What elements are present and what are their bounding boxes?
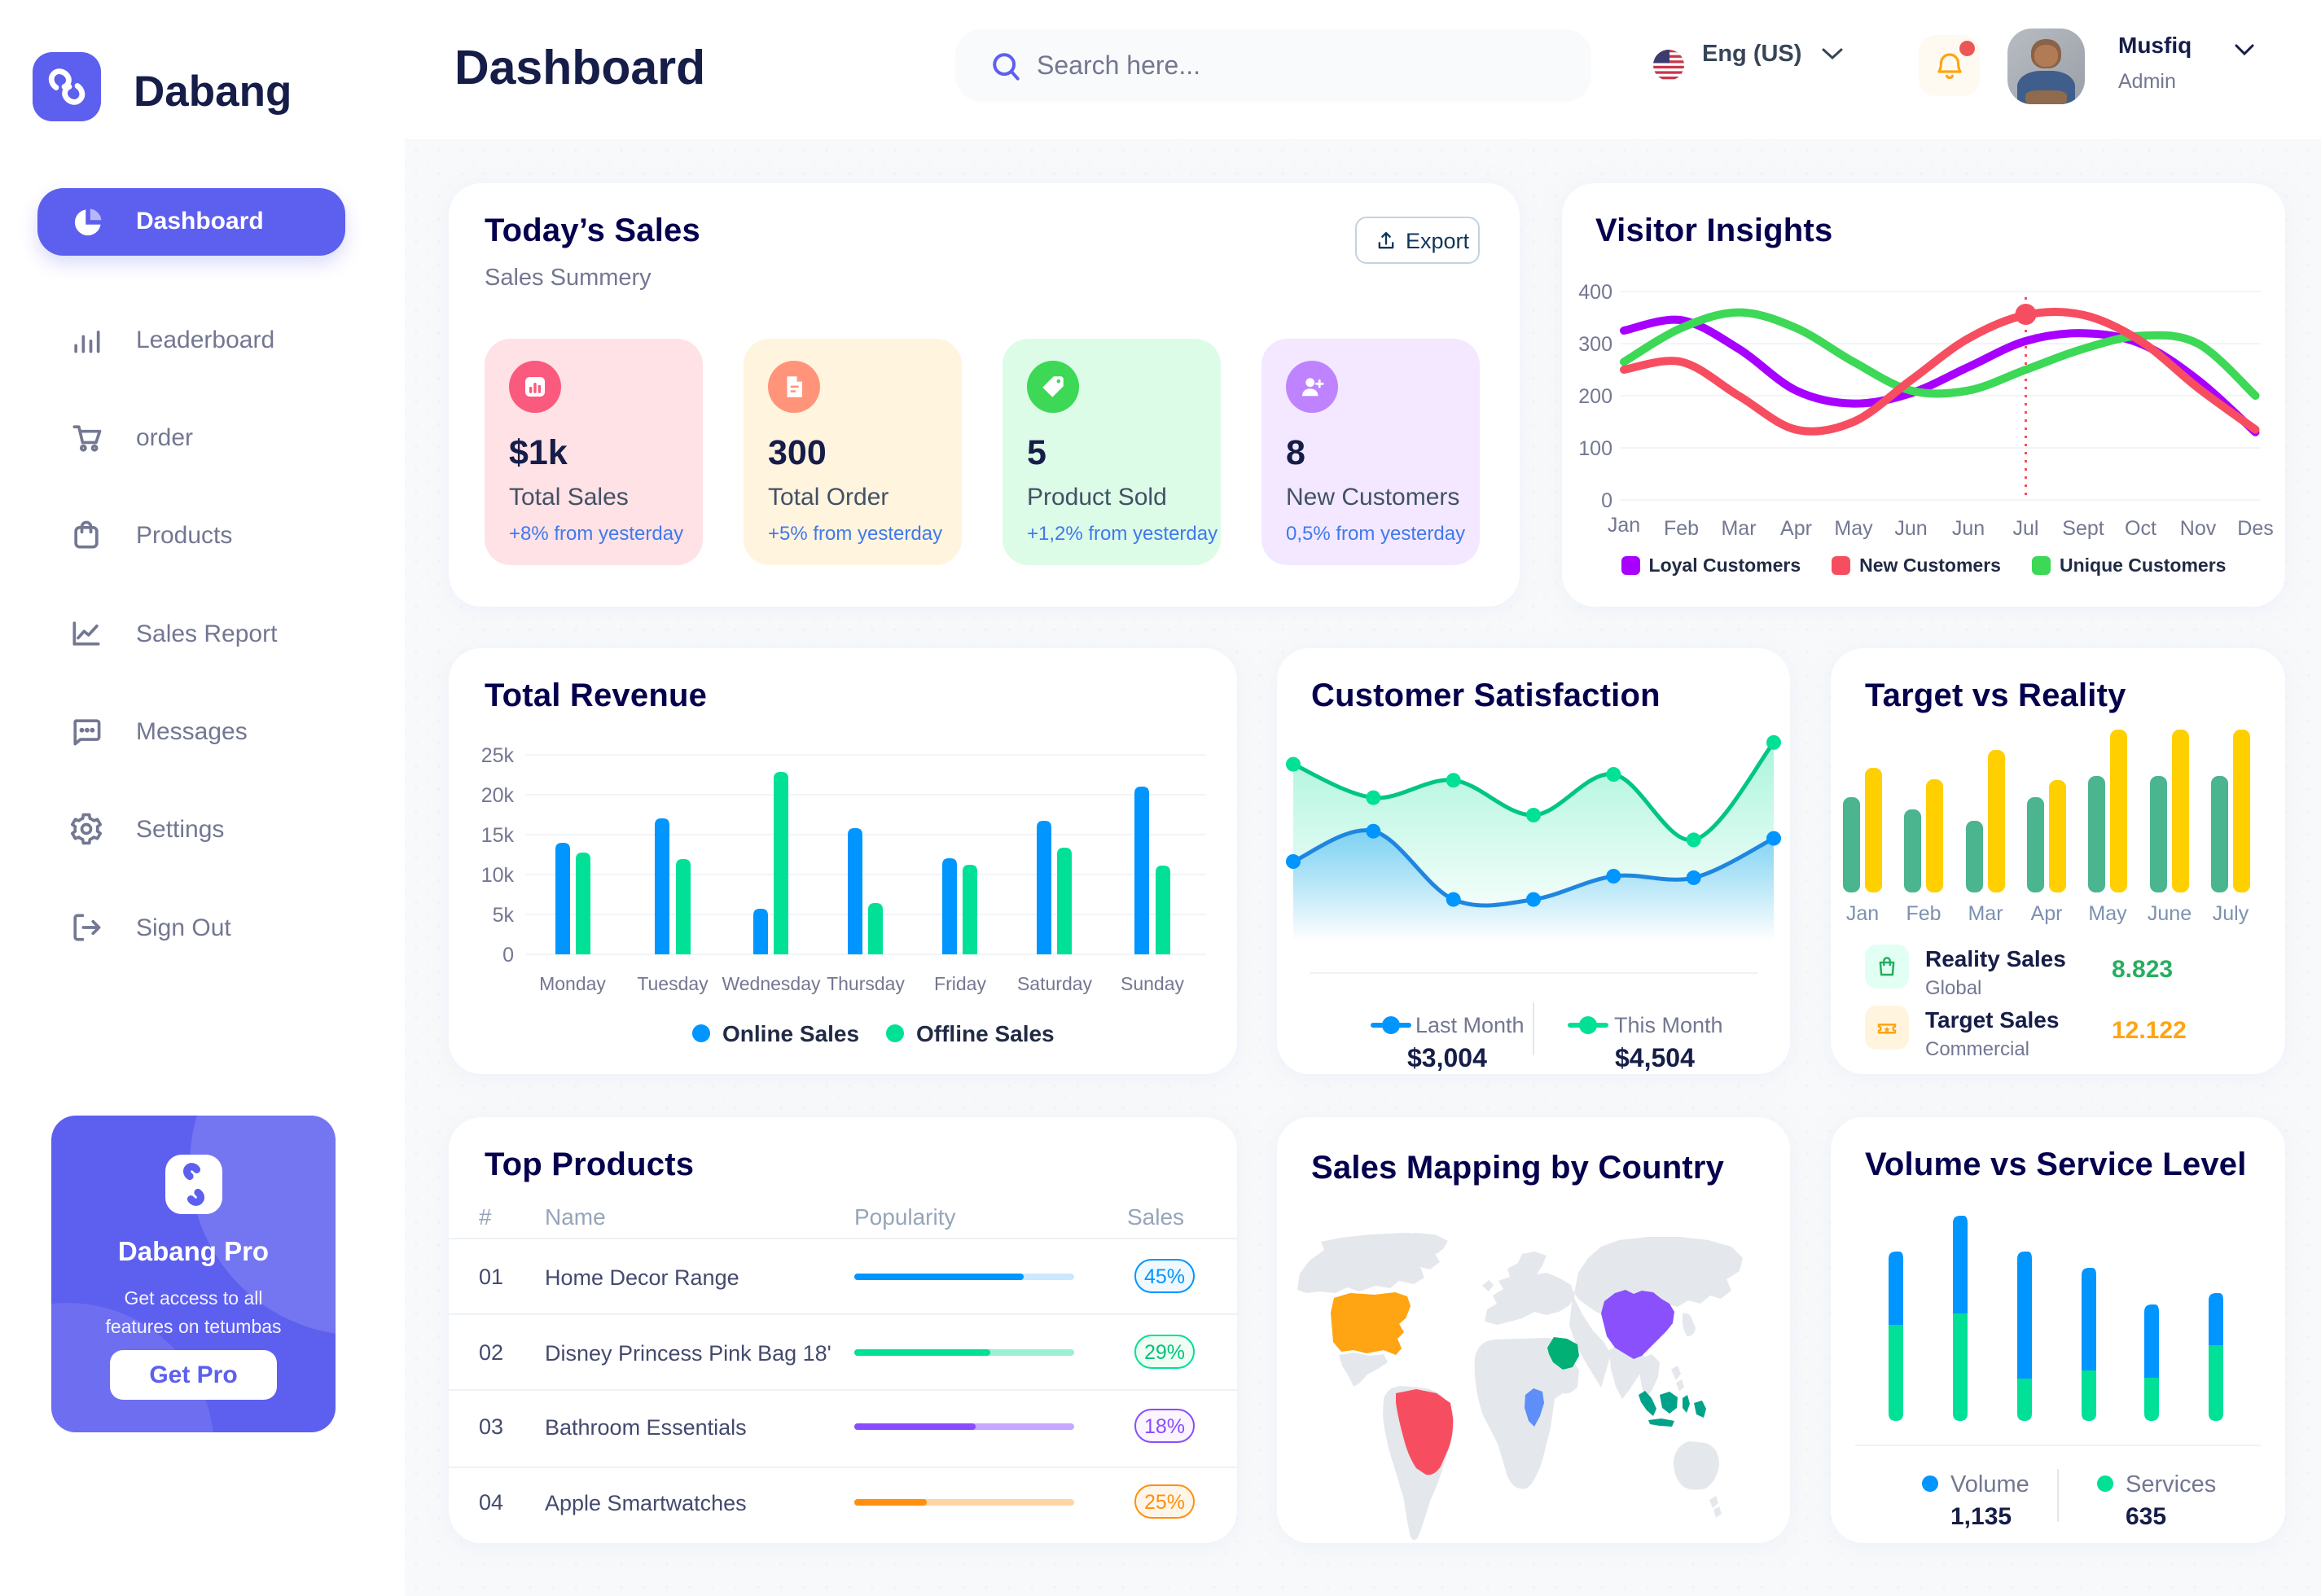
svg-text:Des: Des bbox=[2237, 517, 2273, 540]
svg-text:Services: Services bbox=[2126, 1471, 2216, 1497]
svg-text:May: May bbox=[2088, 902, 2127, 925]
svg-text:$3,004: $3,004 bbox=[1407, 1043, 1487, 1072]
svg-text:25k: 25k bbox=[481, 744, 515, 767]
svg-text:Last Month: Last Month bbox=[1415, 1013, 1525, 1037]
svg-text:20k: 20k bbox=[481, 784, 515, 807]
svg-text:15k: 15k bbox=[481, 824, 515, 847]
svg-text:200: 200 bbox=[1578, 385, 1612, 408]
svg-text:Jan: Jan bbox=[1846, 902, 1879, 925]
svg-text:1,135: 1,135 bbox=[1950, 1503, 2012, 1530]
svg-text:Feb: Feb bbox=[1664, 517, 1699, 540]
svg-text:Jun: Jun bbox=[1894, 517, 1927, 540]
svg-text:June: June bbox=[2148, 902, 2192, 925]
svg-text:Oct: Oct bbox=[2125, 517, 2156, 540]
svg-text:Jul: Jul bbox=[2013, 517, 2039, 540]
svg-text:Jun: Jun bbox=[1952, 517, 1985, 540]
svg-text:This Month: This Month bbox=[1614, 1013, 1723, 1037]
svg-text:300: 300 bbox=[1578, 333, 1612, 356]
svg-text:Nov: Nov bbox=[2180, 517, 2217, 540]
svg-text:0: 0 bbox=[502, 944, 514, 967]
svg-text:Jan: Jan bbox=[1608, 514, 1640, 537]
svg-text:Tuesday: Tuesday bbox=[637, 973, 709, 994]
svg-text:July: July bbox=[2213, 902, 2249, 925]
svg-text:Volume: Volume bbox=[1950, 1471, 2029, 1497]
svg-text:Mar: Mar bbox=[1968, 902, 2003, 925]
svg-text:Friday: Friday bbox=[934, 973, 986, 994]
svg-text:Sept: Sept bbox=[2062, 517, 2104, 540]
svg-text:Sunday: Sunday bbox=[1121, 973, 1185, 994]
svg-text:Apr: Apr bbox=[1780, 517, 1812, 540]
svg-text:$4,504: $4,504 bbox=[1615, 1043, 1695, 1072]
svg-text:Monday: Monday bbox=[539, 973, 606, 994]
svg-text:Offline Sales: Offline Sales bbox=[916, 1021, 1055, 1046]
svg-text:635: 635 bbox=[2126, 1503, 2166, 1530]
svg-text:0: 0 bbox=[1601, 489, 1612, 512]
svg-text:May: May bbox=[1834, 517, 1873, 540]
svg-text:400: 400 bbox=[1578, 281, 1612, 304]
svg-text:Feb: Feb bbox=[1906, 902, 1941, 925]
svg-text:Apr: Apr bbox=[2031, 902, 2063, 925]
svg-text:Wednesday: Wednesday bbox=[722, 973, 821, 994]
svg-text:5k: 5k bbox=[493, 904, 515, 927]
svg-text:100: 100 bbox=[1578, 437, 1612, 460]
svg-text:Online Sales: Online Sales bbox=[722, 1021, 859, 1046]
svg-text:Saturday: Saturday bbox=[1017, 973, 1093, 994]
svg-text:Thursday: Thursday bbox=[827, 973, 905, 994]
svg-text:10k: 10k bbox=[481, 864, 515, 887]
svg-text:Mar: Mar bbox=[1721, 517, 1756, 540]
